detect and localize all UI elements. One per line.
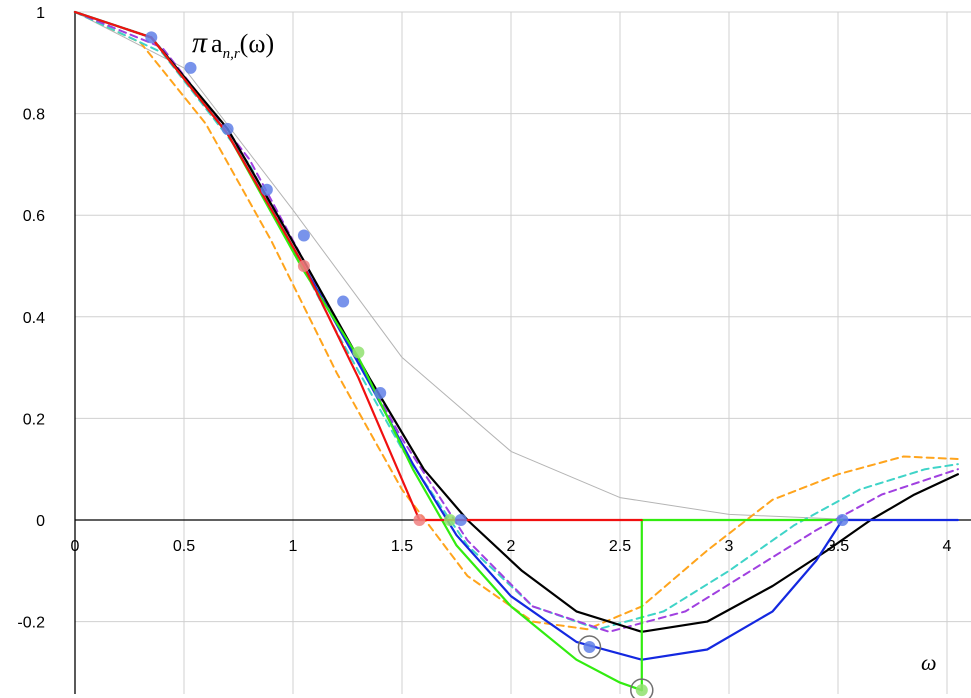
data-point (443, 514, 456, 526)
data-point (260, 183, 273, 196)
highlight-ring (630, 678, 654, 698)
y-tick-label: 0.4 (23, 310, 45, 327)
highlight-ring (577, 635, 602, 659)
x-tick-label: 0 (71, 538, 80, 555)
data-point (221, 122, 234, 135)
series-line (74, 11, 948, 521)
grid (75, 11, 971, 694)
series-line (73, 10, 844, 661)
data-point (184, 61, 197, 74)
data-point (297, 229, 310, 242)
x-tick-label: 0.5 (173, 538, 195, 555)
data-point (297, 260, 310, 272)
data-point (454, 514, 467, 526)
y-axis-label: π an,r(ω) (192, 26, 274, 62)
y-tick-label: 0 (36, 513, 45, 530)
series-line (74, 11, 959, 633)
series-line (74, 11, 959, 631)
y-tick-label: 1 (36, 5, 45, 22)
y-tick-label: -0.2 (17, 615, 45, 632)
y-tick-label: 0.6 (23, 208, 45, 225)
x-tick-label: 2.5 (609, 538, 631, 555)
data-point (836, 514, 849, 526)
data-point (583, 641, 596, 653)
markers-group (145, 31, 849, 698)
x-axis-label: ω (921, 650, 937, 675)
series-line (73, 10, 960, 633)
x-tick-label: 1 (289, 538, 298, 555)
data-point (337, 295, 350, 308)
x-tick-label: 2 (507, 538, 516, 555)
x-tick-label: 3 (725, 538, 734, 555)
data-point (413, 514, 426, 526)
x-tick-label: 1.5 (391, 538, 413, 555)
series-line (73, 10, 643, 522)
y-tick-label: 0.2 (23, 411, 45, 428)
x-tick-label: 4 (943, 538, 952, 555)
y-tick-label: 0.8 (23, 107, 45, 124)
data-point (145, 31, 158, 44)
data-point (635, 684, 648, 697)
x-tick-label: 3.5 (827, 538, 849, 555)
data-point (352, 346, 365, 359)
data-point (374, 387, 387, 399)
tick-labels: 0 0.5 1 1.5 2 2.5 3 3.5 4 1 0.8 0.6 0.4 0.2 0 -0.2 (17, 5, 951, 632)
